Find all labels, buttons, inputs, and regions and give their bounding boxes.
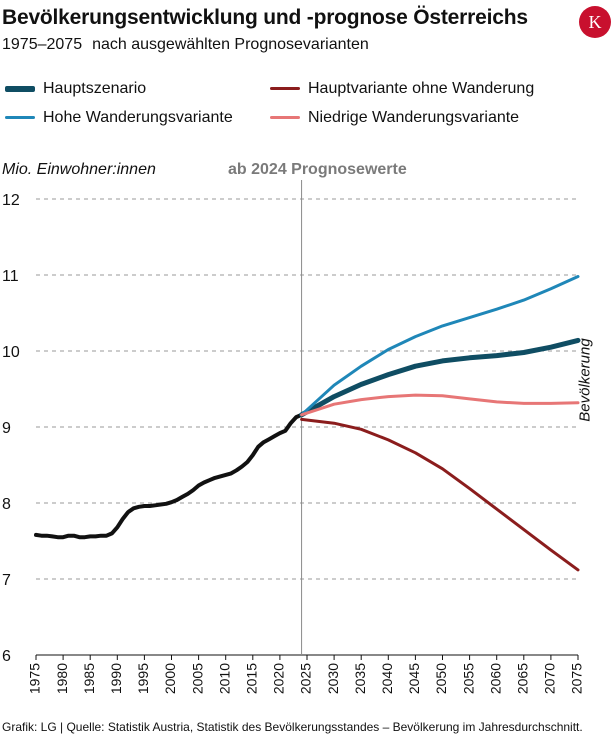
- x-tick-label: 2040: [379, 663, 395, 694]
- publisher-logo: K: [579, 6, 611, 38]
- subtitle-text: nach ausgewählten Prognosevarianten: [92, 36, 369, 53]
- series-line-hauptszenario: [299, 337, 581, 418]
- x-tick-label: 2050: [433, 663, 449, 694]
- y-tick-label: 11: [2, 268, 19, 285]
- legend-swatch-ohne-wanderung: [270, 87, 300, 90]
- logo-letter: K: [588, 12, 602, 32]
- x-tick-label: 2045: [406, 663, 422, 694]
- x-tick-label: 2065: [515, 663, 531, 694]
- x-tick-label: 1990: [108, 663, 124, 694]
- y-tick-label: 7: [2, 572, 11, 589]
- legend-label: Hohe Wanderungsvariante: [43, 109, 233, 126]
- chart-subtitle: 1975–2075 nach ausgewählten Prognosevaria…: [2, 36, 369, 54]
- x-tick-label: 2030: [325, 663, 341, 694]
- series-line-historisch: [34, 412, 304, 540]
- legend-label: Hauptszenario: [43, 80, 147, 97]
- y-tick-label: 12: [2, 192, 20, 209]
- y-axis-label: Mio. Einwohner:innen: [2, 161, 156, 178]
- x-tick-label: 1995: [135, 663, 151, 694]
- x-tick-label: 2075: [569, 663, 585, 694]
- chart-title: Bevölkerungsentwicklung und -prognose Ös…: [2, 6, 528, 29]
- x-tick-label: 2015: [244, 663, 260, 694]
- x-tick-label: 2035: [352, 663, 368, 694]
- source-footer: Grafik: LG | Quelle: Statistik Austria, …: [2, 720, 583, 734]
- subtitle-years: 1975–2075: [2, 36, 83, 53]
- legend-label: Niedrige Wanderungsvariante: [308, 109, 520, 126]
- y-tick-label: 10: [2, 344, 20, 361]
- x-tick-label: 2025: [298, 663, 314, 694]
- x-tick-label: 1980: [54, 663, 70, 694]
- series-line-hohe-wanderungsvariante: [300, 275, 580, 417]
- y-tick-label: 6: [2, 648, 11, 665]
- legend-swatch-niedrige-wanderung: [270, 116, 300, 119]
- series-line-hauptvariante-ohne-wanderung: [300, 417, 580, 572]
- x-tick-label: 2010: [216, 663, 232, 694]
- x-tick-label: 2005: [189, 663, 205, 694]
- legend-swatch-hohe-wanderung: [5, 116, 35, 119]
- x-tick-label: 2055: [460, 663, 476, 694]
- x-tick-label: 2060: [487, 663, 503, 694]
- x-tick-label: 1975: [27, 663, 43, 694]
- x-tick-label: 2000: [162, 663, 178, 694]
- legend-swatch-hauptszenario: [5, 86, 35, 92]
- legend: Hauptszenario Hauptvariante ohne Wanderu…: [0, 78, 616, 138]
- legend-label: Hauptvariante ohne Wanderung: [308, 80, 535, 97]
- x-tick-label: 2070: [542, 663, 558, 694]
- x-tick-label: 2020: [271, 663, 287, 694]
- prognosis-label: ab 2024 Prognosewerte: [228, 161, 407, 178]
- y-tick-label: 9: [2, 420, 11, 437]
- x-tick-label: 1985: [81, 663, 97, 694]
- series-line-niedrige-wanderungsvariante: [300, 393, 580, 417]
- y-tick-label: 8: [2, 496, 11, 513]
